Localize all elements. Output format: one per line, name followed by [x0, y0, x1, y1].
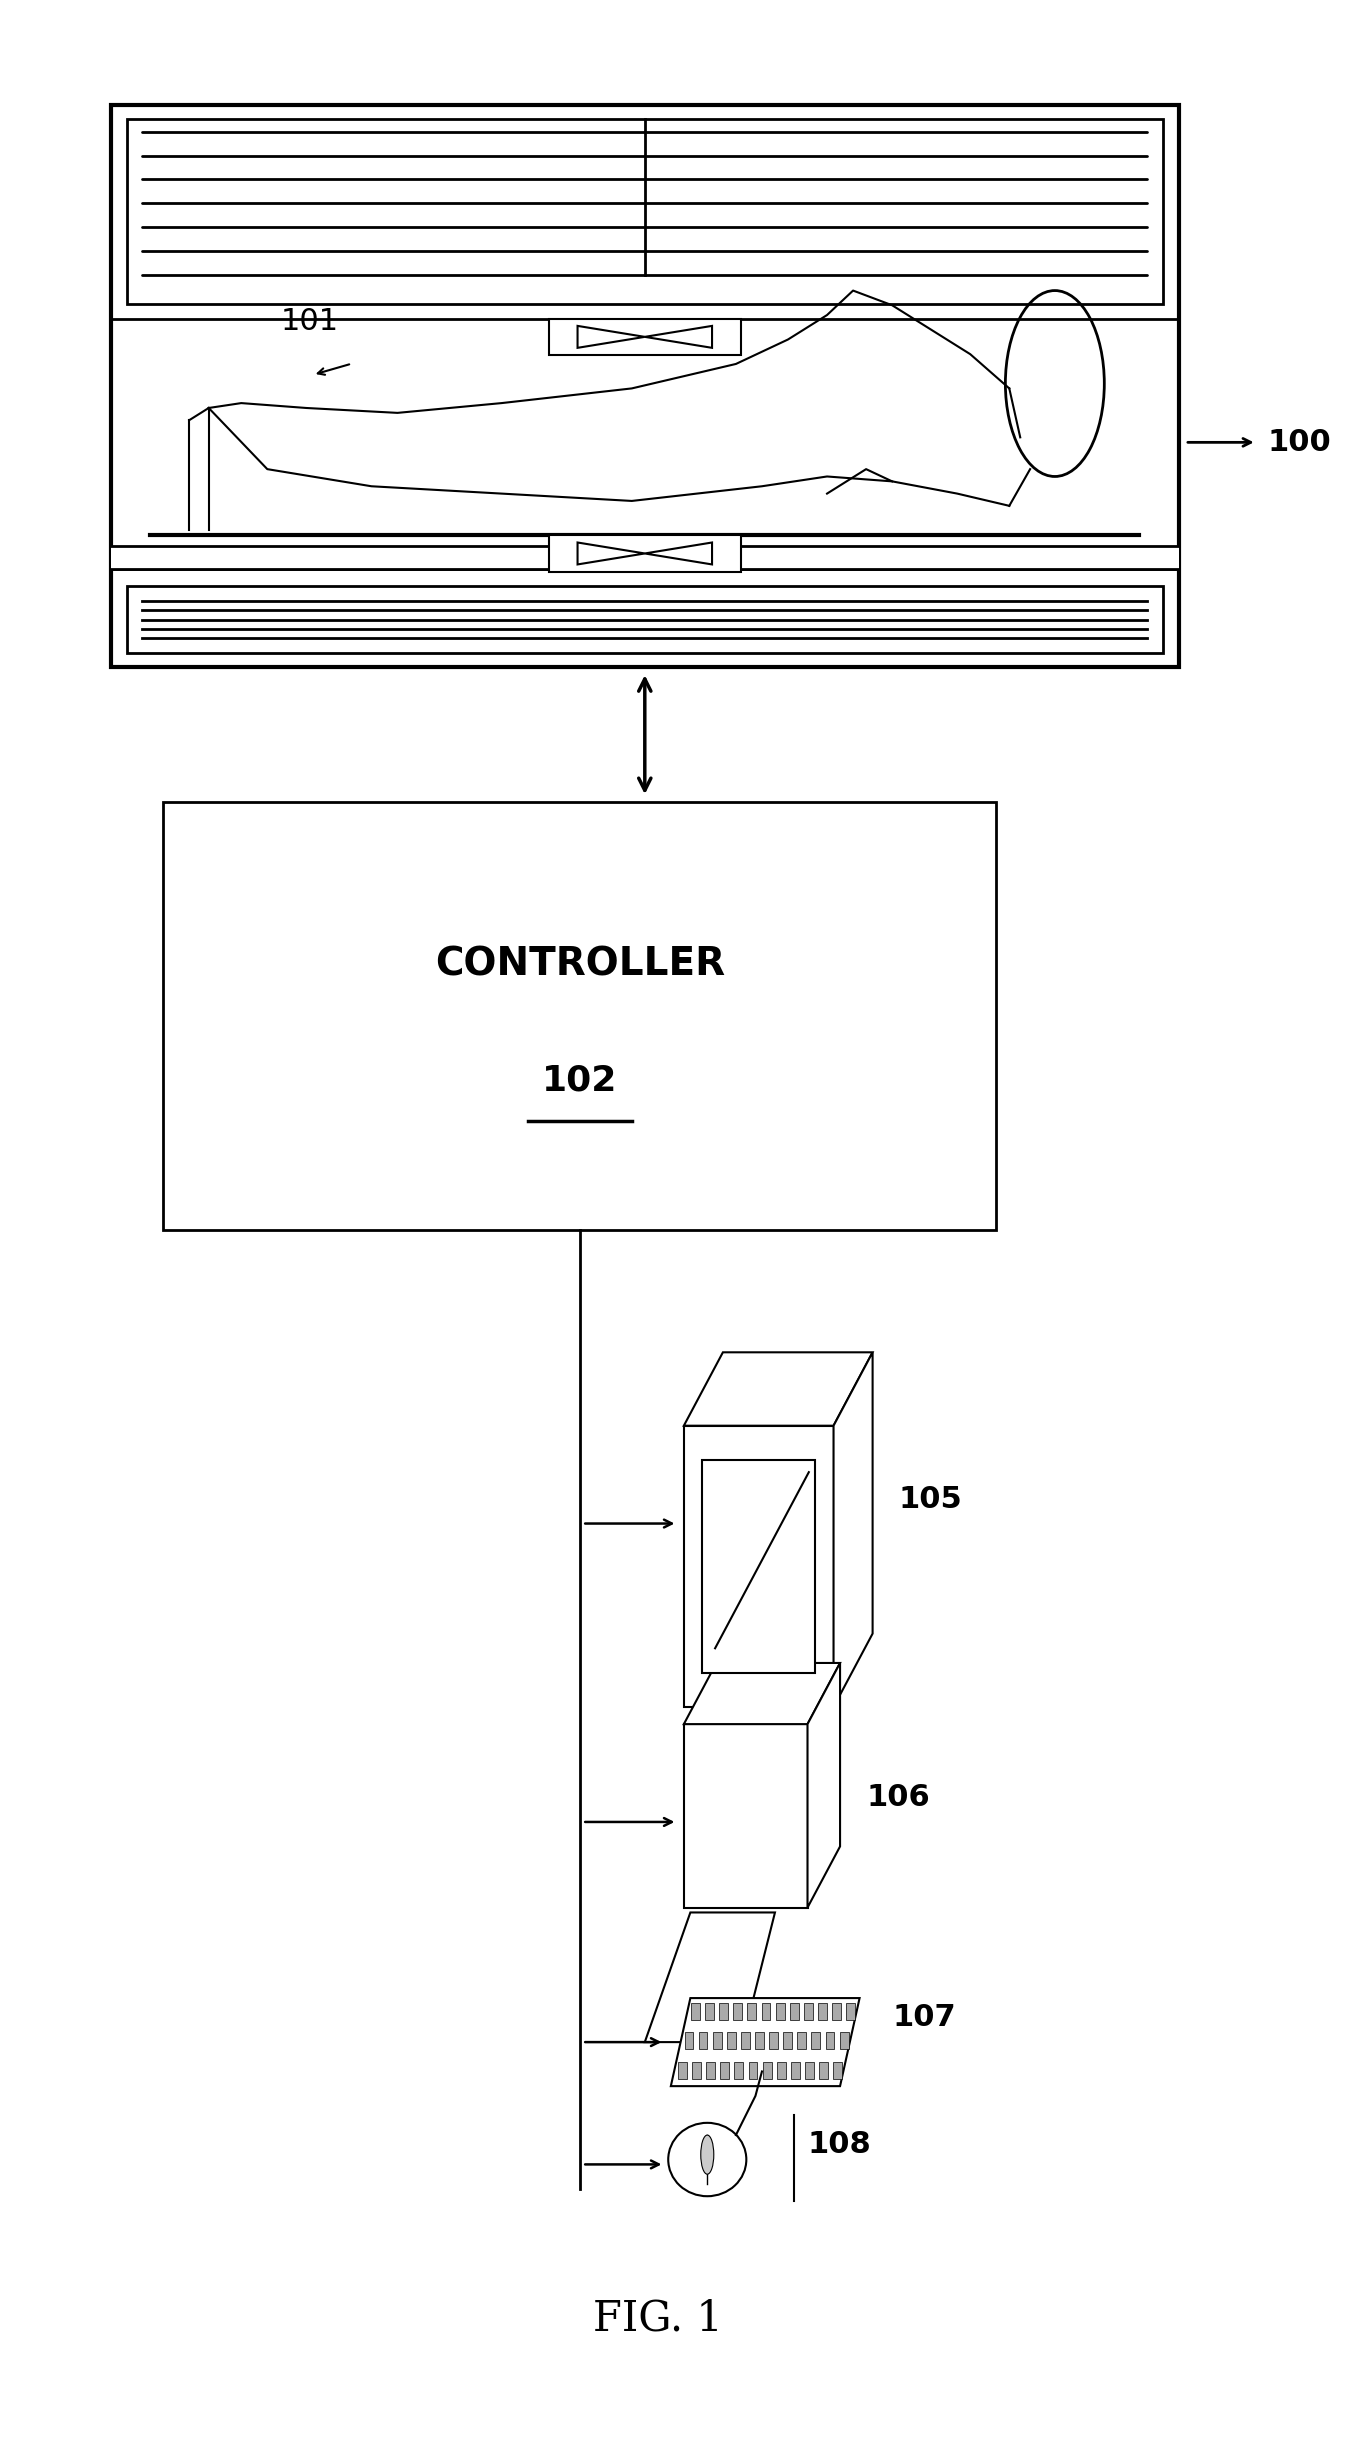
Ellipse shape — [668, 2123, 746, 2197]
Text: FIG. 1: FIG. 1 — [594, 2298, 723, 2339]
Polygon shape — [577, 544, 645, 563]
Bar — [727, 2032, 736, 2049]
Bar — [684, 1724, 808, 1906]
Bar — [762, 2002, 770, 2020]
Bar — [112, 546, 1179, 568]
Bar — [712, 2032, 721, 2049]
Bar — [840, 2032, 848, 2049]
Polygon shape — [684, 1663, 840, 1724]
Bar — [734, 2002, 742, 2020]
Polygon shape — [684, 1353, 872, 1427]
Bar — [690, 2002, 700, 2020]
Bar — [127, 585, 1163, 652]
Text: 108: 108 — [808, 2130, 871, 2160]
Bar — [847, 2002, 855, 2020]
Polygon shape — [645, 1911, 775, 2042]
Bar — [775, 2002, 785, 2020]
Bar — [755, 2032, 765, 2049]
Bar — [818, 2061, 828, 2079]
Text: 101: 101 — [280, 308, 338, 337]
Bar — [684, 1427, 833, 1707]
Bar — [818, 2002, 826, 2020]
Bar — [549, 320, 740, 354]
Text: CONTROLLER: CONTROLLER — [435, 945, 724, 984]
Bar — [692, 2061, 701, 2079]
Bar — [720, 2061, 730, 2079]
Bar — [719, 2002, 728, 2020]
Polygon shape — [645, 544, 712, 563]
Bar — [703, 1459, 816, 1673]
Bar — [832, 2002, 841, 2020]
Text: 106: 106 — [865, 1784, 930, 1813]
Polygon shape — [833, 1353, 872, 1707]
Polygon shape — [670, 1998, 860, 2086]
Polygon shape — [808, 1663, 840, 1906]
Bar — [705, 2002, 713, 2020]
Bar — [707, 2061, 715, 2079]
Bar — [699, 2032, 708, 2049]
Text: 107: 107 — [892, 2002, 956, 2032]
Bar — [678, 2061, 686, 2079]
Bar — [747, 2002, 756, 2020]
Bar — [685, 2032, 693, 2049]
Bar — [549, 536, 740, 571]
Bar — [735, 2061, 743, 2079]
Bar — [825, 2032, 835, 2049]
Text: 105: 105 — [899, 1483, 962, 1513]
Bar — [791, 2061, 800, 2079]
Bar — [127, 121, 1163, 305]
Bar — [777, 2061, 786, 2079]
Bar — [163, 802, 996, 1230]
Bar — [812, 2032, 820, 2049]
Polygon shape — [645, 325, 712, 347]
Bar — [783, 2032, 791, 2049]
Bar — [804, 2002, 813, 2020]
Bar — [740, 2032, 750, 2049]
Text: 102: 102 — [542, 1063, 618, 1097]
Polygon shape — [577, 325, 645, 347]
Bar — [112, 106, 1179, 667]
Bar — [797, 2032, 806, 2049]
Bar — [748, 2061, 758, 2079]
Ellipse shape — [701, 2135, 713, 2175]
Text: 100: 100 — [1267, 428, 1331, 458]
Bar — [769, 2032, 778, 2049]
Bar — [790, 2002, 798, 2020]
Bar — [833, 2061, 843, 2079]
Bar — [805, 2061, 814, 2079]
Bar — [763, 2061, 771, 2079]
